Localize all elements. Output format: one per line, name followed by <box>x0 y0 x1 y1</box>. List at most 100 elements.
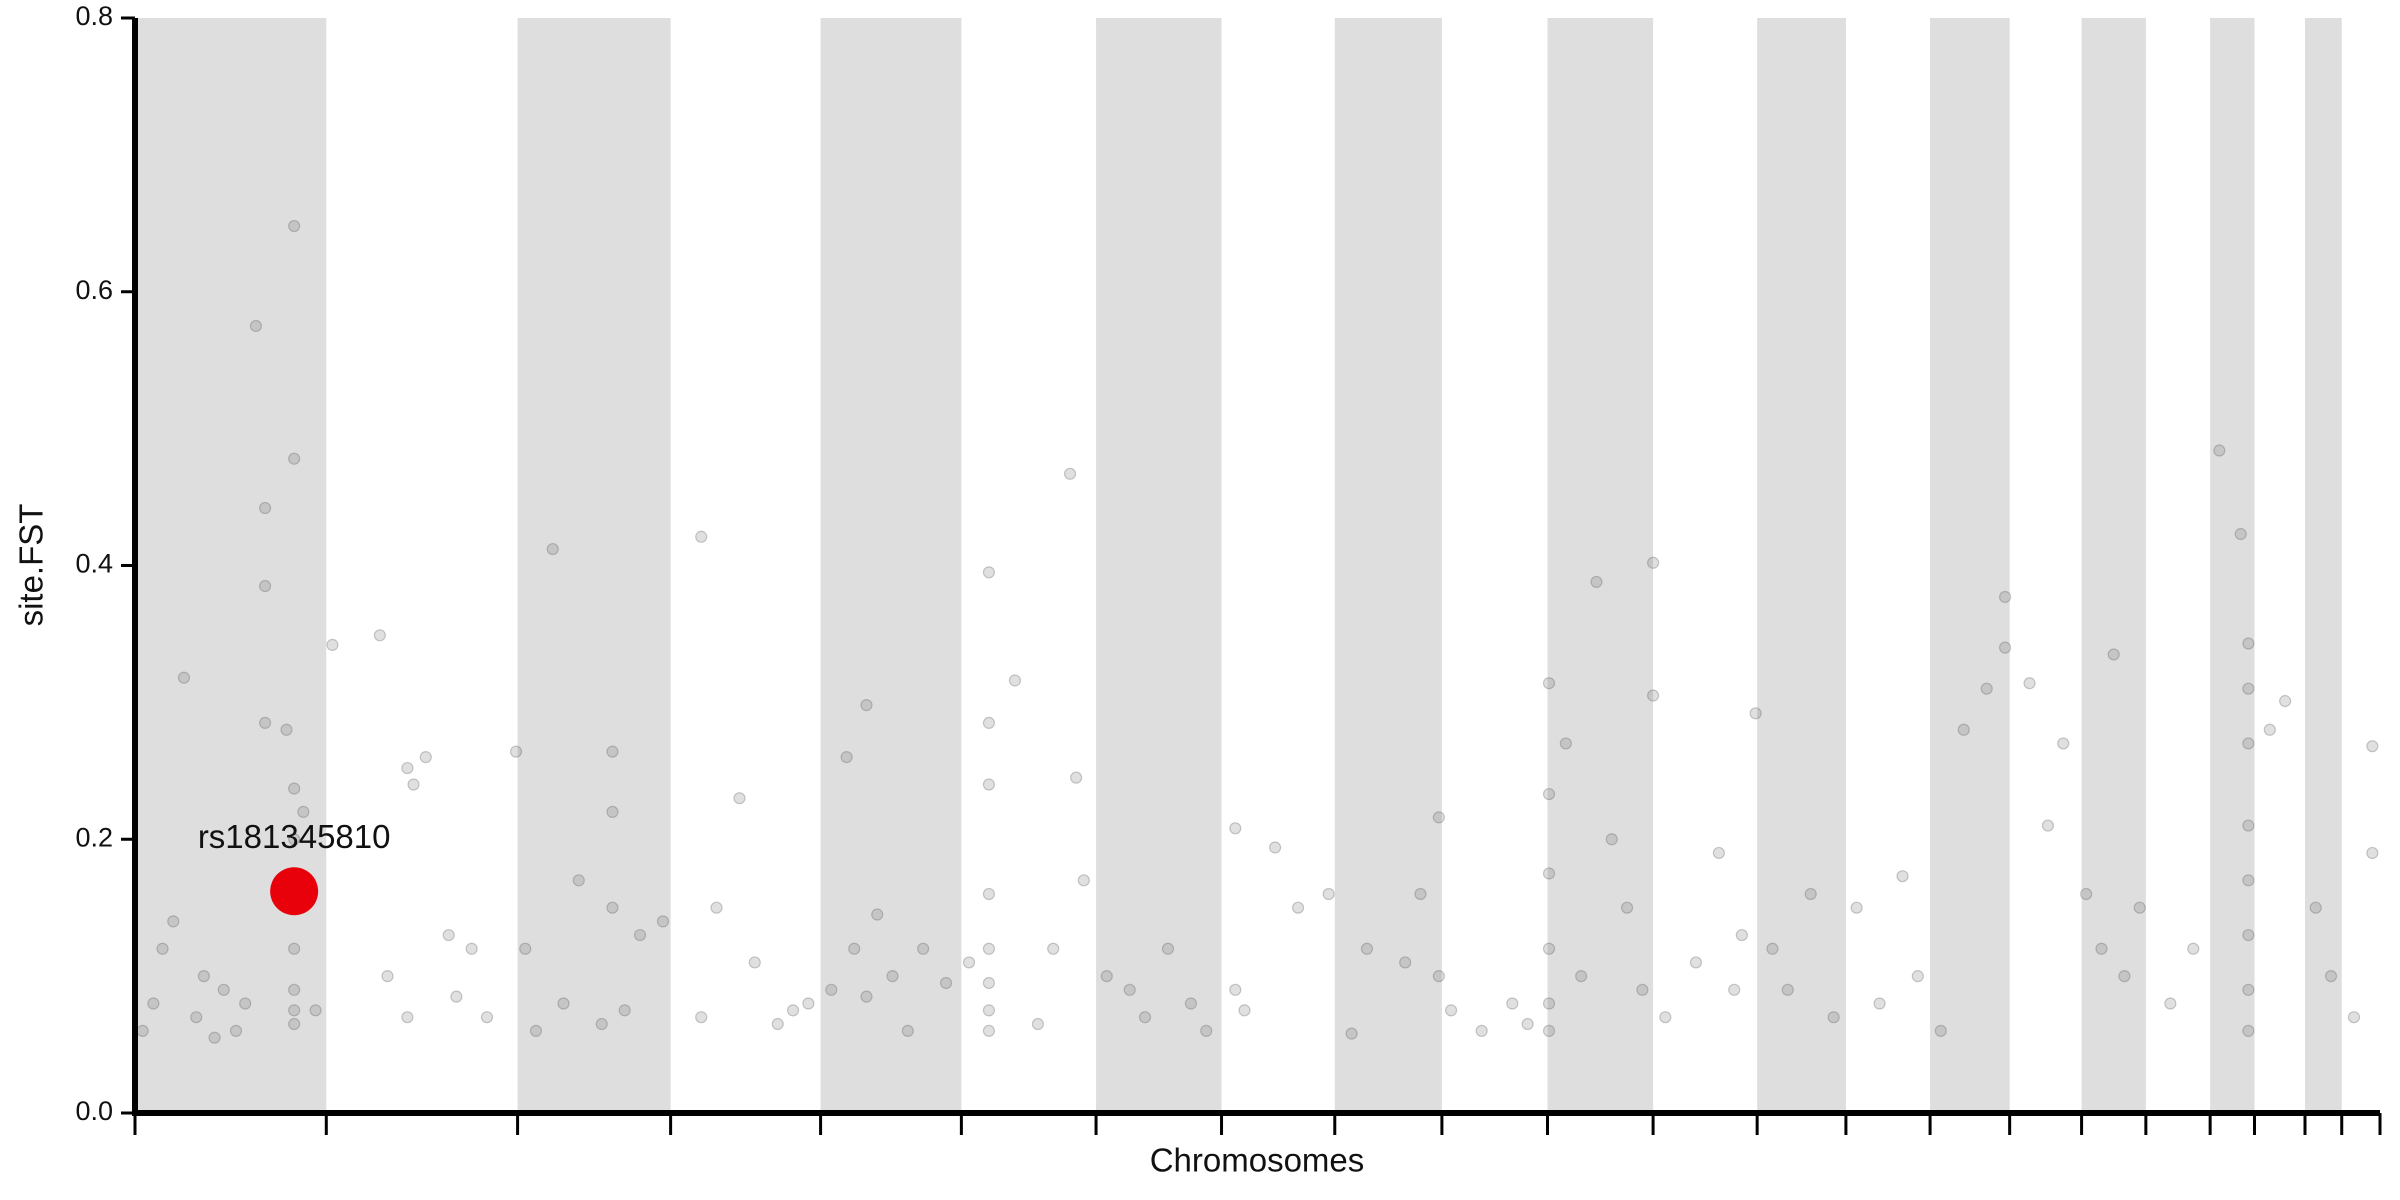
snp-point <box>1077 874 1090 887</box>
snp-point <box>2107 648 2120 661</box>
snp-point <box>2041 819 2055 832</box>
snp-point <box>326 638 339 651</box>
snp-point <box>2242 637 2255 650</box>
snp-point <box>1291 901 1305 914</box>
snp-point <box>1414 887 1427 901</box>
snp-point <box>1998 590 2012 604</box>
chromosome-band <box>1547 18 1654 1113</box>
snp-point <box>2095 942 2108 955</box>
y-tick-label: 0.6 <box>75 275 113 305</box>
snp-point <box>1345 1027 1358 1040</box>
y-axis-title: site.FST <box>13 504 50 627</box>
snp-point <box>802 997 815 1010</box>
snp-point <box>1873 997 1886 1010</box>
y-tick-label: 0.4 <box>75 549 113 579</box>
snp-point <box>288 942 301 955</box>
snp-point <box>2242 682 2255 695</box>
snp-point <box>288 1004 301 1017</box>
snp-series <box>136 219 2379 1044</box>
snp-point <box>860 990 873 1003</box>
chromosome-band <box>1334 18 1442 1113</box>
snp-point <box>2242 819 2255 832</box>
highlight-point <box>270 867 319 916</box>
snp-point <box>1728 983 1741 996</box>
snp-point <box>2242 983 2255 996</box>
snp-point <box>2057 737 2070 750</box>
snp-point <box>258 579 272 593</box>
snp-point <box>886 970 899 983</box>
snp-point <box>1749 707 1762 720</box>
snp-point <box>1506 997 1519 1010</box>
snp-point <box>1542 1024 1556 1037</box>
snp-point <box>1781 983 1794 996</box>
snp-point <box>1735 928 1748 942</box>
snp-point <box>190 1011 203 1024</box>
snp-point <box>1521 1017 1534 1031</box>
snp-point <box>297 805 310 818</box>
snp-point <box>1475 1024 1488 1037</box>
snp-point <box>2279 694 2292 708</box>
snp-point <box>1559 737 1572 750</box>
snp-point <box>167 915 180 928</box>
snp-point <box>1590 575 1603 589</box>
snp-point <box>1161 942 1175 955</box>
snp-point <box>519 942 532 955</box>
snp-point <box>1766 942 1779 955</box>
snp-point <box>982 976 996 990</box>
snp-point <box>1100 970 1113 983</box>
snp-point <box>1399 956 1412 969</box>
snp-point <box>786 1004 800 1017</box>
chromosome-band <box>1930 18 2010 1113</box>
snp-point <box>860 699 873 712</box>
chromosome-band <box>135 18 327 1113</box>
snp-point <box>407 778 420 791</box>
snp-point <box>1322 887 1335 901</box>
snp-point <box>606 901 619 914</box>
snp-point <box>1712 846 1725 860</box>
snp-point <box>288 452 301 465</box>
snp-point <box>1957 723 1970 736</box>
snp-point <box>1646 689 1660 702</box>
snp-point <box>288 219 301 233</box>
snp-point <box>509 745 523 758</box>
snp-point <box>733 792 746 805</box>
snp-point <box>982 716 996 730</box>
snp-point <box>258 716 272 730</box>
chromosome-band <box>517 18 671 1113</box>
snp-point <box>1360 942 1374 955</box>
snp-point <box>309 1004 322 1017</box>
snp-point <box>1605 833 1618 846</box>
snp-point <box>288 833 301 846</box>
chromosome-band <box>2081 18 2146 1113</box>
snp-point <box>982 566 996 579</box>
chromosome-band <box>2305 18 2342 1113</box>
y-tick-label: 0.0 <box>75 1096 113 1126</box>
snp-point <box>771 1017 784 1031</box>
snp-point <box>1238 1004 1251 1017</box>
snp-point <box>2213 444 2226 457</box>
snp-point <box>1620 901 1634 914</box>
snp-point <box>2366 740 2379 753</box>
snp-point <box>2309 901 2322 914</box>
snp-point <box>147 997 160 1010</box>
snp-point <box>557 997 570 1010</box>
snp-point <box>1689 956 1703 969</box>
chromosome-band <box>1757 18 1846 1113</box>
snp-point <box>373 629 386 642</box>
snp-point <box>2164 997 2177 1010</box>
snp-point <box>982 887 996 901</box>
snp-point <box>710 901 723 914</box>
snp-point <box>1432 970 1445 983</box>
snp-point <box>1804 887 1817 901</box>
snp-point <box>1980 682 1993 695</box>
snp-point <box>939 976 953 990</box>
snp-point <box>2133 901 2146 914</box>
snp-point <box>136 1024 149 1037</box>
snp-point <box>2263 723 2276 736</box>
snp-point <box>2080 887 2093 901</box>
snp-point <box>982 1004 996 1017</box>
snp-point <box>1008 674 1022 687</box>
snp-point <box>748 956 761 969</box>
snp-point <box>982 778 996 791</box>
